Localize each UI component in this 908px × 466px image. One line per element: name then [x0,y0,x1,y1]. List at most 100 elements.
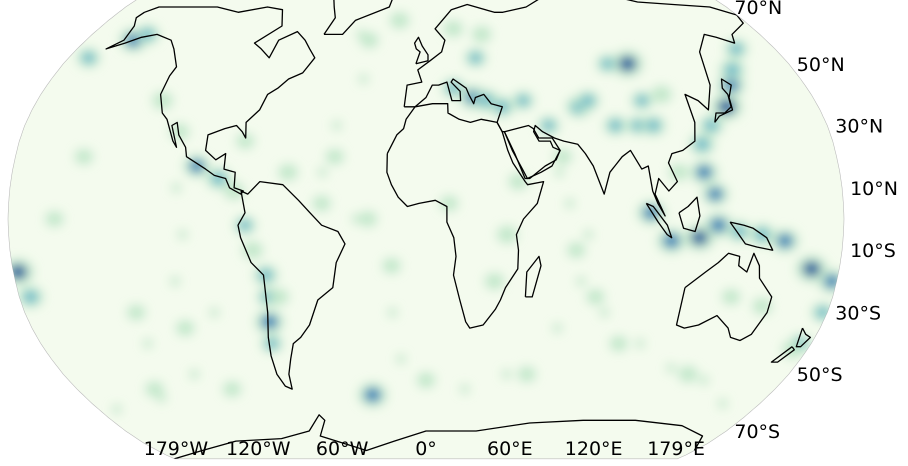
density-hotspot [265,338,279,349]
density-hotspot [756,301,768,312]
density-hotspot [488,276,501,287]
density-hotspot [601,58,614,70]
density-hotspot [696,165,713,179]
density-hotspot [364,387,381,402]
coastline [386,103,545,329]
density-hotspot [9,264,27,280]
density-hotspot [258,269,273,281]
latitude-tick-label: 70°N [734,0,782,19]
density-hotspot [777,234,793,248]
coastline [503,124,561,180]
latitude-labels: 70°N 50°N 30°N 10°N 10°S 30°S 50°S 70°S [734,0,898,443]
density-hotspot [824,274,840,289]
density-hotspot [479,94,494,107]
ridge-density-dot [386,260,397,271]
ridge-density-dot [666,363,677,374]
density-hotspot [130,308,142,317]
density-hotspot [725,63,740,77]
density-hotspot [149,384,160,394]
density-hotspot [643,206,660,220]
coastline [174,414,704,459]
density-heatmap [8,11,844,415]
density-hotspot [516,95,530,106]
longitude-labels: 179°W 120°W 60°W 0° 60°E 120°E 179°E [144,438,705,460]
longitude-tick-label: 179°W [144,438,209,460]
coastline [323,0,396,36]
density-hotspot [557,152,569,162]
density-hotspot [364,35,375,45]
longitude-tick-label: 120°W [226,438,291,460]
density-hotspot [732,225,747,238]
ridge-density-dot [576,276,587,287]
density-hotspot [707,187,723,201]
density-hotspot [682,369,694,379]
density-hotspot [673,167,685,178]
density-hotspot [49,214,60,224]
density-hotspot [521,369,533,379]
density-hotspot [802,261,821,277]
ridge-density-dot [599,307,610,318]
density-hotspot [476,29,488,40]
ridge-density-dot [387,307,398,318]
longitude-tick-label: 179°E [647,438,705,460]
coastline [729,221,774,251]
ridge-density-dot [356,29,367,40]
density-hotspot [581,94,595,107]
density-hotspot [173,126,186,137]
density-hotspot [189,159,205,173]
density-hotspot [316,198,327,208]
density-hotspot [393,15,406,26]
coastline [770,346,795,363]
density-hotspot [246,245,259,256]
coastline [524,255,542,298]
coastline [714,78,734,123]
ridge-density-dot [170,276,181,287]
density-hotspot [156,95,169,106]
longitude-tick-label: 0° [415,438,437,460]
ridge-density-dot [317,167,328,178]
ridge-density-dot [180,323,191,334]
density-hotspot [694,138,710,151]
coastline [645,202,673,239]
density-hotspot [570,245,582,255]
density-hotspot [786,344,799,355]
latitude-tick-label: 50°S [797,364,843,386]
longitude-tick-label: 60°W [316,438,369,460]
density-hotspot [725,292,737,302]
ridge-density-dot [209,307,220,318]
density-hotspot [590,292,601,302]
ridge-density-dot [501,369,512,380]
coastline [795,327,812,348]
latitude-tick-label: 70°S [734,421,780,443]
ridge-density-dot [331,120,342,131]
density-hotspot [655,89,668,100]
ridge-density-dot [189,369,200,380]
density-hotspot [635,95,649,106]
coastline [413,36,429,65]
ridge-density-dot [635,338,646,349]
longitude-tick-label: 120°E [565,438,623,460]
longitude-tick-label: 60°E [487,438,533,460]
density-hotspot [613,339,624,349]
coastline [675,252,773,342]
density-hotspot [501,229,514,240]
density-hotspot [273,292,285,302]
ridge-density-dot [552,323,563,334]
ridge-density-dot [171,182,182,193]
density-hotspot [261,314,278,329]
density-hotspot [78,152,90,162]
coastline [678,196,701,233]
density-hotspot [690,230,709,245]
ridge-density-dot [564,198,575,209]
density-hotspot [729,43,743,55]
density-hotspot [646,119,661,132]
coastline [237,180,346,390]
latitude-tick-label: 10°N [850,178,898,200]
ridge-density-dot [142,338,153,349]
ridge-density-dot [156,392,167,403]
ridge-density-dot [111,404,122,415]
ridge-density-dot [554,167,565,178]
ridge-density-dot [459,384,470,395]
density-hotspot [542,120,555,131]
